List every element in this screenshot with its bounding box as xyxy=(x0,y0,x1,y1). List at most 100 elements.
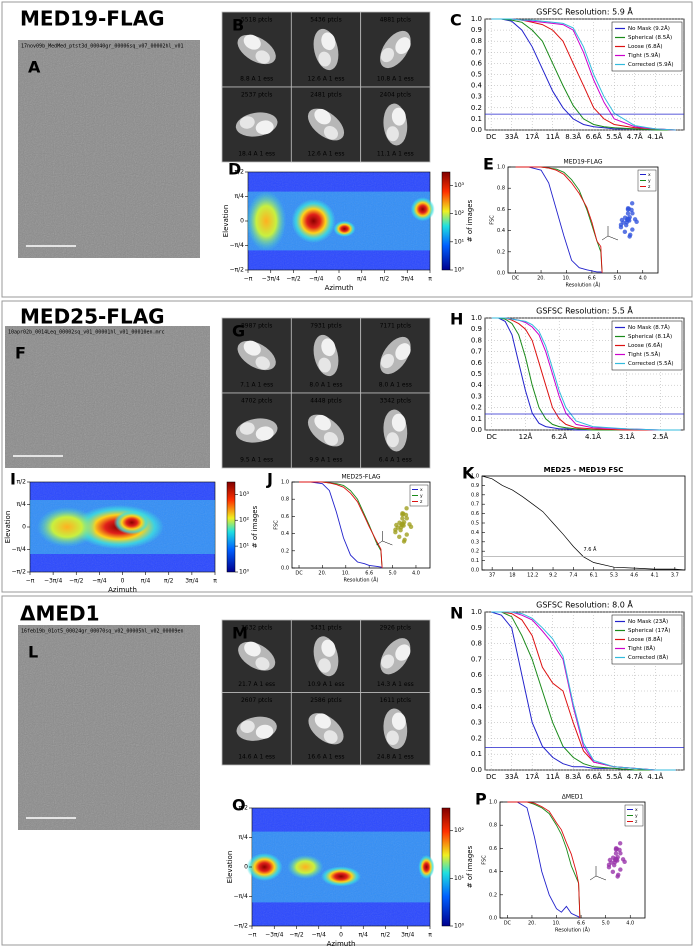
x-tick-label: 5.0 xyxy=(613,276,621,282)
class-resolution: 18.4 A 1 ess xyxy=(238,151,275,158)
class-density xyxy=(307,414,345,447)
legend-label: x xyxy=(420,488,423,493)
class-density xyxy=(313,636,339,677)
x-tick-label: 20. xyxy=(318,571,326,577)
particle-count: 4702 ptcls xyxy=(241,398,272,405)
density-blob xyxy=(395,37,411,55)
x-tick-label: 4.6 xyxy=(630,573,638,579)
legend-label: Spherical (8.1Å) xyxy=(628,333,672,340)
x-tick-label: 9.2 xyxy=(549,573,557,579)
colorbar-tick-label: 10³ xyxy=(454,182,465,189)
colorbar-tick-label: 10⁰ xyxy=(239,569,250,576)
x-tick-label: 4.0 xyxy=(626,921,634,927)
y-tick-label: 0.4 xyxy=(471,82,483,90)
colorbar-tick-label: 10³ xyxy=(239,491,250,498)
x-tick-label: −π xyxy=(244,276,253,283)
x-tick-label: −π/2 xyxy=(69,578,84,585)
map-density xyxy=(616,872,621,877)
y-tick-label: 0.3 xyxy=(471,539,479,545)
x-tick-label: 17Å xyxy=(525,772,539,781)
legend xyxy=(637,169,657,192)
particle-count: 5436 ptcls xyxy=(310,17,341,24)
fsc-curve xyxy=(491,611,676,771)
annotation: 7.6 Å xyxy=(584,546,598,553)
x-tick-label: π/2 xyxy=(164,578,174,585)
y-tick-label: 0.2 xyxy=(471,734,482,742)
colorbar-tick-label: 10² xyxy=(454,210,465,217)
legend-label: Corrected (5.5Å) xyxy=(628,360,674,367)
y-tick-label: −π/2 xyxy=(12,569,27,576)
map-density xyxy=(612,862,617,868)
x-tick-label: 33Å xyxy=(505,132,519,141)
y-tick-label: 0.8 xyxy=(497,186,505,192)
x-tick-label: π xyxy=(428,932,432,939)
y-tick-label: 0.4 xyxy=(471,381,483,389)
x-tick-label: −π/4 xyxy=(92,578,107,585)
class-density xyxy=(313,28,339,71)
chart-title: GSFSC Resolution: 5.9 Å xyxy=(536,6,633,17)
legend-label: y xyxy=(635,814,638,819)
map-density xyxy=(621,220,626,225)
chart-title: GSFSC Resolution: 5.5 Å xyxy=(536,305,633,316)
section-title: MED25-FLAG xyxy=(20,305,165,329)
map-density xyxy=(618,224,624,230)
y-tick-label: 0.0 xyxy=(471,126,482,134)
x-tick-label: −π/2 xyxy=(286,276,301,283)
y-axis-label: FSC xyxy=(482,855,488,865)
x-tick-label: 6.6Å xyxy=(586,772,602,781)
panel-letter: L xyxy=(28,643,38,662)
legend-label: Loose (8.8Å) xyxy=(628,636,663,643)
fsc-curve xyxy=(515,166,603,274)
colorbar-tick-label: 10¹ xyxy=(454,238,465,245)
density-blob xyxy=(243,34,261,50)
x-tick-label: 0 xyxy=(337,276,341,283)
map-density xyxy=(618,867,623,872)
map-density xyxy=(622,215,628,220)
panel-letter: G xyxy=(232,322,245,341)
y-tick-label: 0.8 xyxy=(471,37,482,45)
y-tick-label: 0.0 xyxy=(281,566,289,572)
colorbar xyxy=(441,807,451,927)
x-tick-label: 3.1Å xyxy=(619,432,635,441)
x-tick-label: −π/2 xyxy=(289,932,304,939)
panel-letter: H xyxy=(450,310,463,329)
legend-label: Spherical (8.5Å) xyxy=(628,34,672,41)
x-tick-label: π/4 xyxy=(357,276,367,283)
heatmap-hotspot xyxy=(113,510,150,535)
y-tick-label: 0.1 xyxy=(471,415,482,423)
class-density xyxy=(235,112,278,137)
y-tick-label: 0.7 xyxy=(471,348,482,356)
x-tick-label: π xyxy=(428,276,432,283)
legend-label: Loose (6.8Å) xyxy=(628,43,663,50)
y-tick-label: 0.3 xyxy=(471,93,482,101)
y-tick-label: 0.5 xyxy=(471,687,482,695)
x-axis-label: Azimuth xyxy=(108,586,137,594)
axis-glyph xyxy=(601,226,619,241)
x-tick-label: 6.6Å xyxy=(586,132,602,141)
legend-label: x xyxy=(635,808,638,813)
class-resolution: 14.6 A 1 ess xyxy=(238,754,275,761)
panel-letter: I xyxy=(10,470,16,489)
x-tick-label: DC xyxy=(487,433,497,441)
y-tick-label: 0.0 xyxy=(471,766,482,774)
density-blob xyxy=(323,126,339,140)
chart-title: MED19-FLAG xyxy=(564,159,603,166)
x-tick-label: 4.0 xyxy=(639,276,647,282)
class-resolution: 8.0 A 1 ess xyxy=(309,382,342,389)
particle-count: 1611 ptcls xyxy=(380,697,411,704)
panel-letter: O xyxy=(232,796,246,815)
x-tick-label: 10. xyxy=(553,921,561,927)
class-resolution: 12.6 A 1 ess xyxy=(308,76,345,83)
micrograph-grain xyxy=(5,326,210,468)
map-density xyxy=(397,520,402,525)
class-resolution: 9.5 A 1 ess xyxy=(240,457,273,464)
y-tick-label: 0.2 xyxy=(471,404,482,412)
density-blob xyxy=(321,32,336,51)
plot-area xyxy=(481,475,686,571)
heatmap-hotspot xyxy=(246,853,283,881)
map-density xyxy=(622,859,627,865)
x-tick-label: 5.5Å xyxy=(606,772,622,781)
y-tick-label: 0.4 xyxy=(497,228,505,234)
y-tick-label: 0.7 xyxy=(471,502,479,508)
